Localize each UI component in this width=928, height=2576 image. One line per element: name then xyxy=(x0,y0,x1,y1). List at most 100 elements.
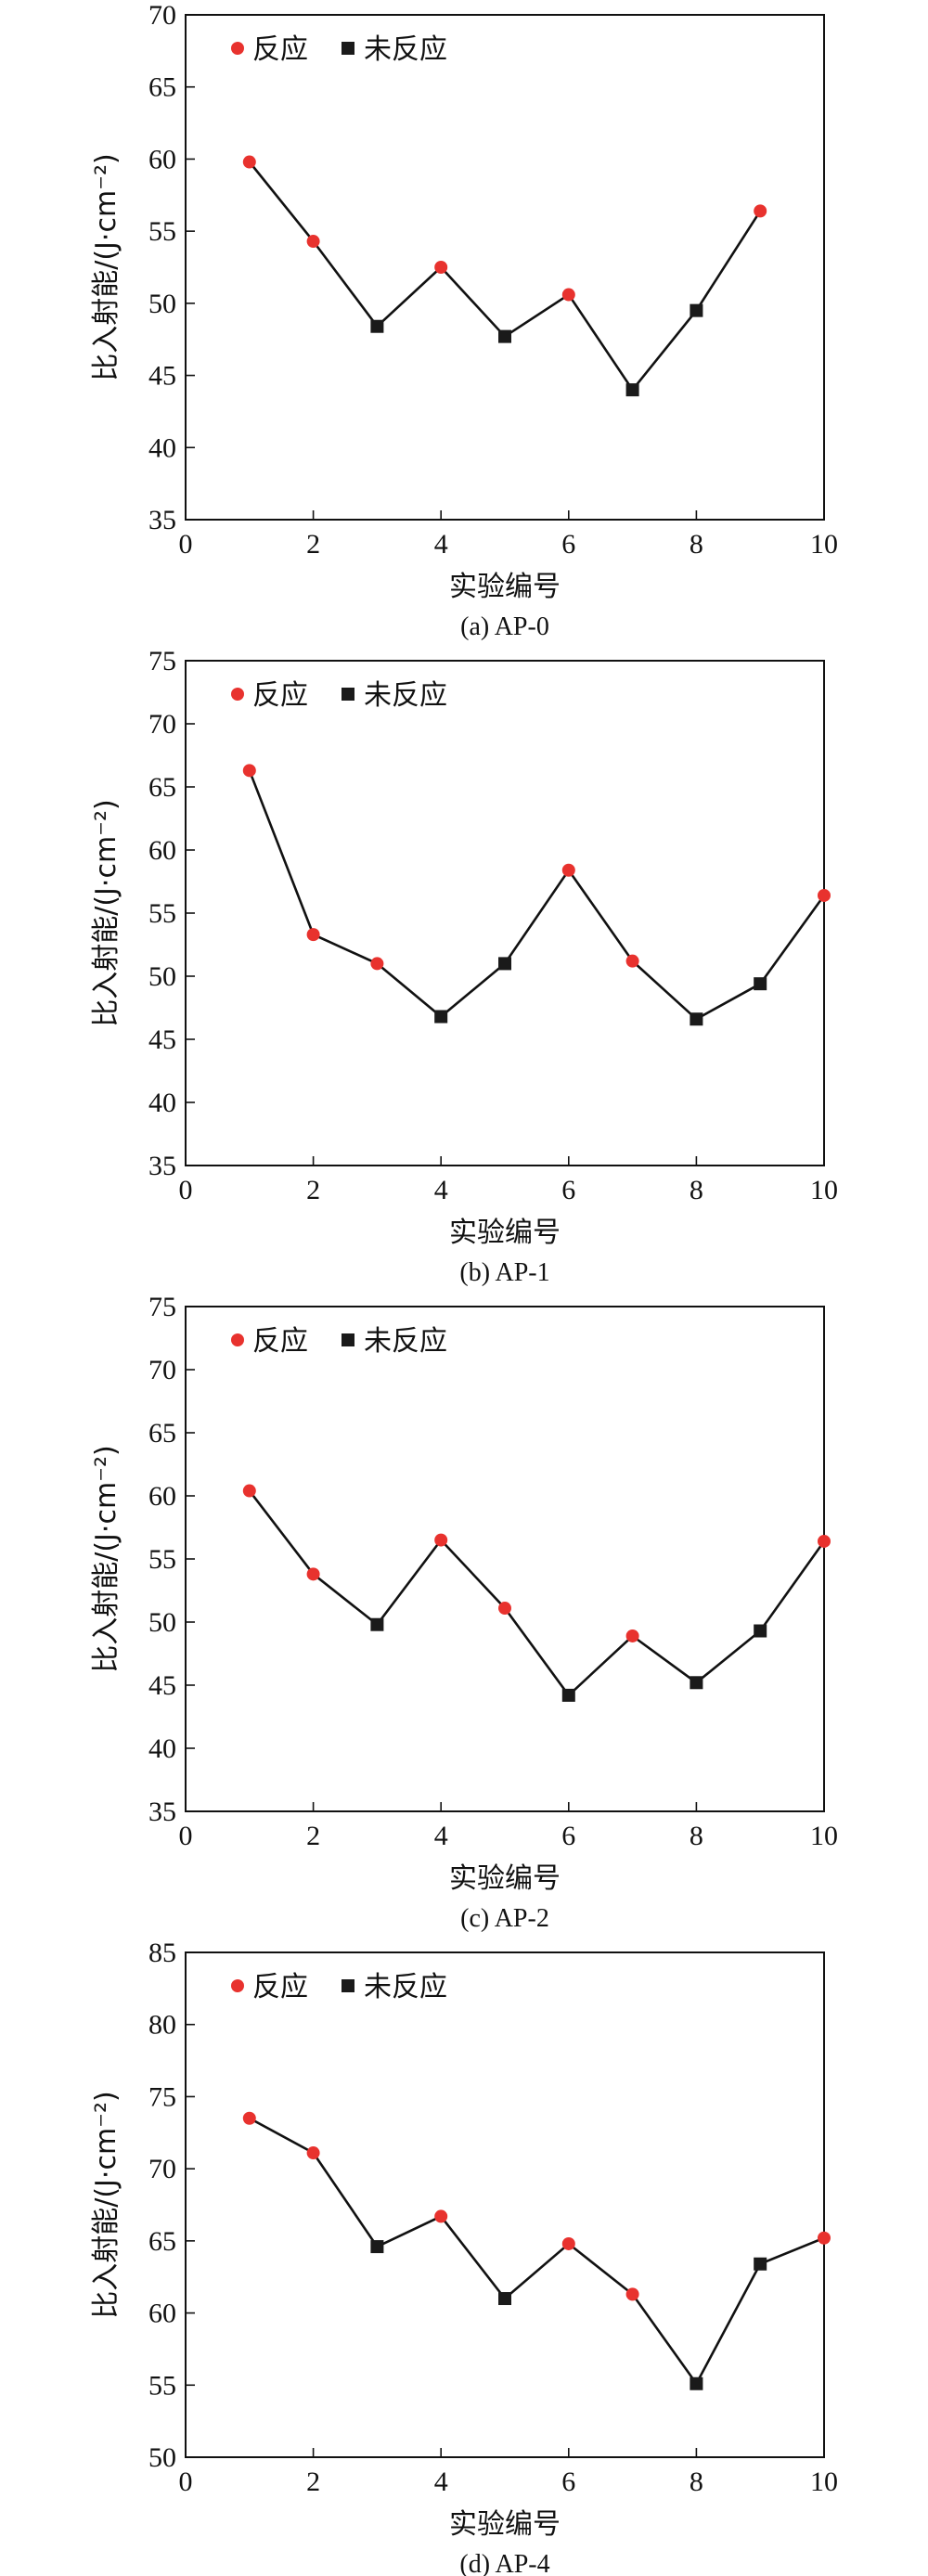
x-tick-label: 2 xyxy=(306,529,320,560)
panel-caption: (c) AP-2 xyxy=(460,1904,549,1933)
y-tick-label: 70 xyxy=(148,0,176,31)
point-reacted xyxy=(561,863,575,877)
point-reacted xyxy=(625,1629,639,1642)
point-reacted xyxy=(306,2146,320,2160)
panel-caption: (d) AP-4 xyxy=(459,2550,549,2576)
point-reacted xyxy=(306,1567,320,1581)
point-unreacted xyxy=(498,329,511,343)
x-tick-label: 4 xyxy=(434,2467,448,2497)
y-tick-label: 35 xyxy=(148,505,176,535)
y-axis-title: 比入射能/(J·cm⁻²) xyxy=(90,2091,122,2318)
y-tick-label: 70 xyxy=(148,709,176,740)
y-tick-label: 55 xyxy=(148,898,176,929)
point-reacted xyxy=(818,1534,831,1548)
x-tick-label: 0 xyxy=(179,2467,193,2497)
point-unreacted xyxy=(690,2376,703,2390)
point-reacted xyxy=(818,888,831,902)
series-line xyxy=(248,1489,826,1697)
legend-marker-reacted xyxy=(231,42,244,55)
y-tick-label: 50 xyxy=(148,2442,176,2473)
series-line xyxy=(248,161,762,393)
legend: 反应 未反应 xyxy=(231,33,447,66)
point-unreacted xyxy=(754,2257,767,2271)
y-tick-label: 35 xyxy=(148,1797,176,1827)
y-tick-label: 60 xyxy=(148,835,176,866)
series-line xyxy=(249,2117,825,2387)
x-axis-title: 实验编号 xyxy=(449,2508,561,2541)
point-unreacted xyxy=(690,303,703,317)
y-tick-label: 60 xyxy=(148,2299,176,2329)
y-axis-title: 比入射能/(J·cm⁻²) xyxy=(90,153,122,380)
legend-marker-reacted xyxy=(231,1979,244,1992)
chart-panel-0: 0 2 4 6 8 10 35 40 45 50 55 60 65 70 实验编号 比入射能/(J·cm⁻²)… xyxy=(90,0,838,641)
x-tick-label: 2 xyxy=(306,1175,320,1205)
panel-caption: (b) AP-1 xyxy=(459,1258,549,1287)
point-reacted xyxy=(498,1602,511,1616)
point-reacted xyxy=(561,2236,575,2250)
point-unreacted xyxy=(754,977,767,991)
legend: 反应 未反应 xyxy=(231,1325,447,1358)
x-tick-label: 0 xyxy=(179,1175,193,1205)
x-tick-label: 6 xyxy=(561,529,575,560)
x-axis-title: 实验编号 xyxy=(449,1217,561,1249)
x-axis-title: 实验编号 xyxy=(449,1862,561,1895)
point-unreacted xyxy=(370,1617,384,1631)
x-tick-label: 6 xyxy=(561,2467,575,2497)
point-reacted xyxy=(625,954,639,968)
y-tick-label: 45 xyxy=(148,361,176,392)
legend-label-reacted: 反应 xyxy=(252,1971,308,2003)
plot-frame xyxy=(185,14,825,521)
y-axis-title: 比入射能/(J·cm⁻²) xyxy=(90,799,122,1026)
point-reacted xyxy=(625,2287,639,2301)
series-line xyxy=(248,769,826,1021)
legend-label-unreacted: 未反应 xyxy=(364,679,447,712)
point-reacted xyxy=(242,2111,256,2125)
point-reacted xyxy=(818,2231,831,2245)
y-tick-label: 50 xyxy=(148,289,176,319)
plot-frame xyxy=(185,660,825,1166)
y-tick-label: 60 xyxy=(148,144,176,174)
x-tick-label: 8 xyxy=(690,1175,703,1205)
y-tick-label: 65 xyxy=(148,772,176,803)
plot-frame xyxy=(185,1951,825,2458)
chart-panel-2: 0 2 4 6 8 10 35 40 45 50 55 60 65 70 75 实验编号 比入射能/(J·cm⁻… xyxy=(90,1292,838,1933)
x-tick-label: 6 xyxy=(561,1821,575,1851)
y-tick-label: 50 xyxy=(148,961,176,992)
point-reacted xyxy=(306,928,320,942)
y-tick-label: 65 xyxy=(148,1418,176,1449)
x-tick-label: 8 xyxy=(690,529,703,560)
panel-caption: (a) AP-0 xyxy=(460,612,549,641)
y-tick-label: 70 xyxy=(148,2154,176,2184)
legend-label-reacted: 反应 xyxy=(252,33,308,66)
y-tick-label: 70 xyxy=(148,1355,176,1385)
point-unreacted xyxy=(370,2240,384,2254)
y-tick-label: 55 xyxy=(148,216,176,247)
point-unreacted xyxy=(370,319,384,333)
y-tick-label: 35 xyxy=(148,1151,176,1181)
point-reacted xyxy=(242,155,256,169)
y-tick-label: 65 xyxy=(148,2226,176,2257)
x-axis-title: 实验编号 xyxy=(449,571,561,603)
point-reacted xyxy=(370,957,384,971)
y-tick-label: 55 xyxy=(148,2370,176,2401)
x-tick-label: 0 xyxy=(179,1821,193,1851)
point-reacted xyxy=(242,764,256,778)
point-unreacted xyxy=(690,1012,703,1026)
y-tick-label: 50 xyxy=(148,1607,176,1638)
y-tick-label: 40 xyxy=(148,432,176,463)
x-tick-label: 2 xyxy=(306,2467,320,2497)
legend-marker-reacted xyxy=(231,1333,244,1346)
y-tick-label: 60 xyxy=(148,1481,176,1512)
point-reacted xyxy=(434,2209,448,2223)
y-tick-label: 40 xyxy=(148,1733,176,1764)
legend-label-unreacted: 未反应 xyxy=(364,33,447,66)
x-tick-label: 4 xyxy=(434,1175,448,1205)
y-tick-label: 75 xyxy=(148,646,176,676)
legend-label-reacted: 反应 xyxy=(252,679,308,712)
legend-marker-unreacted xyxy=(342,1979,354,1992)
x-tick-label: 2 xyxy=(306,1821,320,1851)
x-tick-label: 6 xyxy=(561,1175,575,1205)
legend-marker-unreacted xyxy=(342,1333,354,1346)
point-reacted xyxy=(754,204,767,218)
